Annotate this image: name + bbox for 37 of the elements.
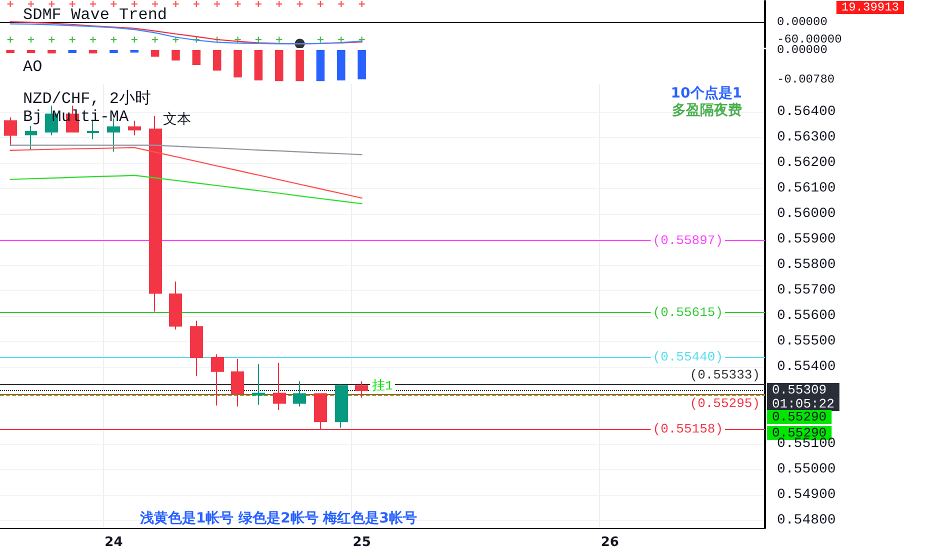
annotation: 浅黄色是1帐号 绿色是2帐号 梅红色是3帐号: [139, 510, 417, 526]
y-tick-label: 0.00000: [777, 43, 828, 57]
x-tick-label: 26: [600, 535, 619, 550]
chart-title: SDMF Wave Trend: [23, 6, 168, 24]
y-tick-label: -0.00780: [777, 72, 835, 86]
y-tick-label: 0.56100: [777, 180, 836, 197]
y-tick-label: 0.56200: [777, 155, 836, 172]
y-tick-label: 0.56300: [777, 130, 836, 146]
ref-line-label: (0.55440): [652, 350, 723, 365]
text: 0.55309 01:05:22: [772, 382, 834, 412]
annotation: 10个点是1: [670, 86, 742, 102]
x-tick-label: 25: [352, 535, 371, 550]
y-tick-label: 0.55400: [777, 359, 836, 376]
text: AO: [23, 58, 42, 76]
y-tick-label: 0.56000: [777, 206, 836, 222]
ref-line-label: (0.55158): [652, 421, 723, 436]
y-tick-label: 0.54800: [777, 512, 836, 528]
text: 19.39913: [841, 0, 899, 14]
ref-line-label: 挂1: [372, 378, 394, 394]
x-tick-label: 24: [104, 535, 123, 550]
y-tick-label: 0.55600: [777, 308, 836, 324]
ref-line-label: (0.55615): [652, 304, 723, 320]
annotation: 文本: [163, 112, 191, 128]
ref-line-label: (0.55295): [690, 396, 760, 412]
chart-title: NZD/CHF, 2小时: [23, 89, 152, 108]
y-tick-label: 0.55800: [777, 257, 836, 274]
text: 0.55290: [772, 410, 827, 424]
y-tick-label: 0.00000: [777, 14, 828, 29]
y-tick-label: 0.55900: [777, 232, 836, 248]
y-tick-label: 0.54900: [777, 486, 836, 503]
y-tick-label: 0.55500: [777, 334, 836, 350]
y-tick-label: 0.55000: [777, 461, 836, 478]
y-tick-label: 0.55700: [777, 282, 836, 299]
ref-line-label: (0.55897): [652, 232, 723, 248]
ref-line-label: (0.55333): [690, 367, 760, 382]
y-tick-label: 0.56400: [777, 104, 836, 120]
annotation: 多盈隔夜费: [672, 102, 742, 118]
